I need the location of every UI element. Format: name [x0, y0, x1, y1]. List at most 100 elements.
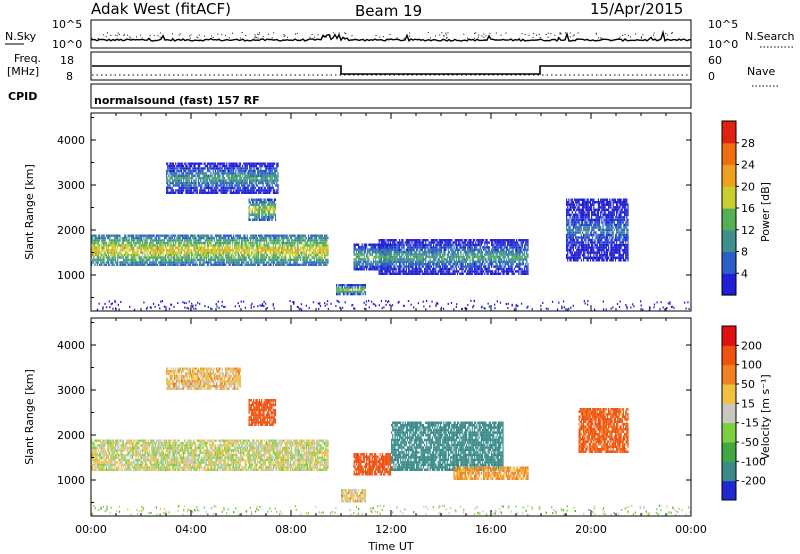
echo-cell — [120, 253, 122, 257]
echo-cell — [211, 184, 213, 187]
echo-cell — [274, 253, 276, 257]
echo-cell — [392, 270, 394, 273]
echo-cell — [203, 253, 205, 257]
echo-cell — [201, 256, 203, 259]
echo-cell — [318, 253, 320, 257]
echo-cell — [133, 263, 135, 266]
echo-cell — [371, 250, 373, 254]
echo-cell — [277, 162, 279, 165]
echo-cell — [271, 169, 273, 173]
echo-cell — [174, 244, 176, 247]
echo-cell — [222, 258, 224, 262]
echo-cell — [150, 253, 152, 257]
echo-cell — [235, 162, 237, 165]
echo-cell — [175, 239, 177, 242]
echo-cell — [216, 191, 218, 194]
echo-cell — [293, 251, 295, 254]
echo-cell — [362, 258, 364, 261]
echo-cell — [209, 184, 211, 187]
echo-cell — [119, 244, 121, 247]
echo-cell — [434, 258, 436, 261]
echo-cell — [256, 218, 258, 221]
echo-cell — [194, 179, 196, 182]
echo-cell — [206, 251, 209, 254]
echo-cell — [255, 213, 257, 216]
echo-cell — [278, 263, 280, 266]
echo-cell — [202, 169, 204, 173]
echo-cell — [119, 239, 121, 242]
echo-cell — [310, 261, 312, 264]
echo-cell — [261, 201, 263, 204]
echo-cell — [379, 253, 381, 256]
echo-cell — [218, 249, 220, 252]
echo-cell — [272, 174, 274, 177]
echo-cell — [450, 246, 452, 249]
echo-cell — [226, 244, 228, 247]
echo-cell — [274, 181, 276, 185]
echo-cell — [318, 258, 320, 262]
echo-cell — [401, 253, 403, 256]
echo-cell — [202, 251, 204, 254]
echo-cell — [418, 251, 420, 254]
echo-cell — [441, 246, 443, 249]
echo-cell — [447, 241, 449, 244]
echo-cell — [251, 162, 253, 165]
echo-cell — [264, 162, 267, 165]
echo-cell — [291, 239, 293, 242]
echo-cell — [178, 241, 180, 245]
echo-cell — [146, 236, 148, 240]
echo-cell — [249, 162, 251, 165]
echo-cell — [193, 167, 195, 170]
echo-cell — [185, 191, 187, 194]
echo-cell — [163, 258, 165, 262]
echo-cell — [176, 236, 178, 240]
noise-search-dot — [532, 37, 534, 38]
echo-cell — [270, 203, 272, 206]
freq-trace — [92, 65, 690, 75]
echo-cell — [200, 249, 202, 252]
echo-cell — [236, 177, 238, 180]
echo-cell — [380, 253, 382, 256]
echo-cell — [108, 258, 110, 262]
echo-cell — [193, 244, 195, 247]
echo-cell — [166, 169, 168, 173]
echo-cell — [454, 241, 456, 244]
echo-cell — [230, 167, 232, 170]
echo-cell — [410, 255, 412, 259]
echo-cell — [276, 251, 278, 254]
echo-cell — [233, 263, 235, 266]
echo-cell — [111, 258, 113, 262]
echo-cell — [412, 253, 414, 256]
echo-cell — [325, 236, 327, 240]
echo-cell — [271, 239, 273, 242]
echo-cell — [211, 239, 213, 242]
echo-cell — [260, 218, 262, 221]
echo-cell — [146, 241, 148, 245]
echo-cell — [172, 251, 174, 254]
echo-cell — [201, 249, 203, 252]
echo-cell — [452, 272, 454, 275]
echo-cell — [151, 239, 153, 242]
echo-cell — [178, 162, 180, 165]
echo-cell — [254, 241, 256, 245]
echo-cell — [275, 184, 277, 187]
echo-cell — [310, 244, 312, 247]
noise-search-dot — [478, 34, 480, 36]
noise-search-dot — [198, 34, 200, 36]
echo-cell — [396, 258, 398, 261]
echo-cell — [253, 261, 255, 264]
echo-cell — [201, 258, 203, 262]
echo-cell — [233, 261, 235, 264]
echo-cell — [352, 293, 354, 296]
echo-cell — [425, 260, 427, 263]
echo-cell — [458, 251, 460, 254]
echo-cell — [221, 191, 223, 194]
echo-cell — [358, 268, 360, 271]
noise-panel-frame — [90, 19, 692, 49]
echo-cell — [137, 251, 139, 254]
echo-cell — [303, 249, 305, 252]
echo-cell — [262, 211, 264, 214]
noise-search-dot — [178, 34, 180, 36]
echo-cell — [181, 189, 184, 192]
echo-cell — [228, 253, 230, 257]
